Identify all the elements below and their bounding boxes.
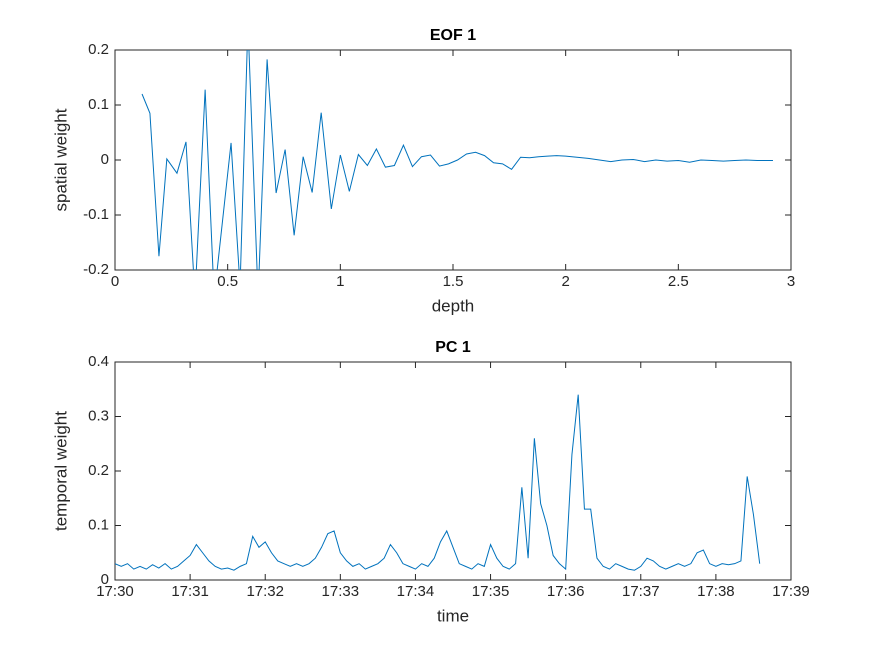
x-tick-label: 17:33	[322, 583, 360, 600]
x-tick-label: 17:34	[397, 583, 435, 600]
y-tick-label: 0.2	[88, 41, 109, 58]
x-axis-label: depth	[432, 296, 475, 315]
x-tick-label: 2.5	[668, 273, 689, 290]
chart-title: EOF 1	[430, 27, 476, 44]
y-tick-label: -0.1	[83, 206, 109, 223]
y-tick-label: 0.2	[88, 462, 109, 479]
x-tick-label: 2	[561, 273, 569, 290]
x-tick-label: 17:35	[472, 583, 510, 600]
x-tick-label: 17:30	[96, 583, 134, 600]
axes-box	[114, 49, 792, 271]
x-tick-label: 17:39	[772, 583, 810, 600]
x-axis-label: time	[437, 606, 469, 625]
x-tick-label: 17:36	[547, 583, 585, 600]
y-axis-label: spatial weight	[51, 108, 70, 211]
x-tick-label: 0	[111, 273, 119, 290]
x-tick-label: 3	[787, 273, 795, 290]
axes-box	[114, 361, 792, 581]
x-tick-label: 0.5	[217, 273, 238, 290]
chart-title: PC 1	[435, 339, 471, 356]
x-tick-label: 1	[336, 273, 344, 290]
x-tick-label: 17:37	[622, 583, 660, 600]
y-tick-label: -0.2	[83, 261, 109, 278]
y-tick-label: 0.4	[88, 353, 109, 370]
x-tick-label: 17:32	[246, 583, 284, 600]
y-tick-label: 0	[101, 151, 109, 168]
data-line	[141, 50, 773, 270]
x-tick-label: 17:38	[697, 583, 735, 600]
y-tick-label: 0.1	[88, 516, 109, 533]
x-tick-label: 1.5	[443, 273, 464, 290]
y-axis-label: temporal weight	[51, 411, 70, 531]
y-tick-label: 0	[101, 571, 109, 588]
y-tick-label: 0.3	[88, 407, 109, 424]
x-tick-label: 17:31	[171, 583, 209, 600]
data-line	[115, 394, 761, 571]
y-tick-label: 0.1	[88, 96, 109, 113]
